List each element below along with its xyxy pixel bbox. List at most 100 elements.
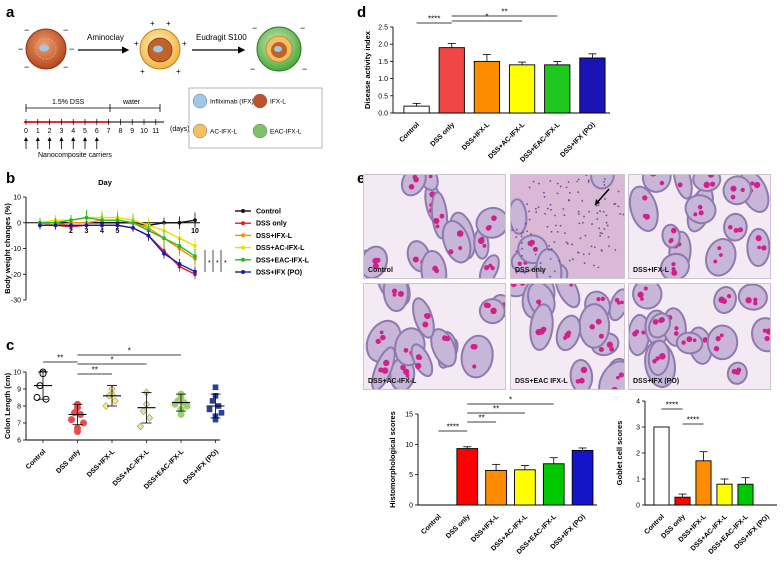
c-point bbox=[139, 407, 148, 415]
b-point-5 bbox=[177, 262, 182, 266]
b-point-5 bbox=[193, 269, 197, 274]
crypt bbox=[722, 175, 752, 206]
inflammatory-cell bbox=[541, 270, 544, 273]
y-tick-label: -10 bbox=[11, 246, 21, 253]
c-category-label: DSS+AC-IFX-L bbox=[112, 448, 152, 488]
svg-text:−: − bbox=[63, 25, 68, 35]
goblet-cell bbox=[611, 386, 618, 389]
goblet-cell bbox=[750, 181, 755, 186]
crypt bbox=[412, 297, 435, 339]
panel-letter-a: a bbox=[6, 4, 15, 21]
goblet-cell bbox=[609, 346, 615, 352]
inflammatory-cell bbox=[564, 232, 566, 235]
inflammatory-cell bbox=[565, 186, 568, 189]
b-legend-marker-1 bbox=[241, 221, 245, 226]
b-legend-label-4: DSS+EAC-IFX-L bbox=[256, 257, 310, 264]
schematic-panel: − − − − − − Aminoclay + + + + + + Eudragit S10… bbox=[18, 19, 323, 159]
inflammatory-cell bbox=[549, 180, 552, 182]
y-tick-label: 0 bbox=[636, 503, 640, 510]
e2-bar-1 bbox=[674, 496, 691, 506]
e1-significance-label: * bbox=[509, 396, 512, 405]
crypt bbox=[478, 254, 500, 278]
e1-bar-2 bbox=[485, 469, 507, 506]
goblet-cell bbox=[491, 215, 497, 221]
goblet-cell bbox=[640, 297, 644, 301]
svg-text:+: + bbox=[176, 67, 181, 76]
e2-bar-4 bbox=[737, 483, 754, 506]
svg-text:−: − bbox=[18, 44, 23, 54]
b-point-5 bbox=[69, 223, 73, 228]
inflammatory-cell bbox=[544, 212, 547, 215]
b-point-4 bbox=[115, 218, 120, 223]
goblet-cell bbox=[403, 368, 410, 375]
timeline-day-label: 7 bbox=[107, 128, 111, 135]
goblet-cell bbox=[596, 297, 601, 302]
e2-category-label: DSS+AC-IFX-L bbox=[690, 513, 730, 553]
crypt bbox=[590, 175, 615, 190]
crypt bbox=[460, 334, 494, 379]
goblet-cell bbox=[736, 367, 742, 373]
inflammatory-cell bbox=[523, 271, 526, 274]
goblet-cell bbox=[487, 224, 492, 229]
goblet-cell bbox=[595, 318, 602, 325]
goblet-cell bbox=[658, 317, 664, 324]
b-significance-label: * bbox=[224, 260, 227, 267]
inflammatory-cell bbox=[604, 198, 606, 200]
svg-text:+: + bbox=[134, 39, 139, 48]
crypt bbox=[629, 185, 659, 232]
inflammatory-cell bbox=[577, 210, 580, 213]
inflammatory-cell bbox=[585, 175, 588, 177]
b-legend-label-2: DSS+IFX-L bbox=[256, 233, 293, 240]
inflammatory-cell bbox=[537, 182, 540, 185]
goblet-cell bbox=[730, 185, 737, 192]
goblet-cell bbox=[477, 237, 485, 245]
goblet-cell bbox=[620, 300, 624, 305]
inflammatory-cell bbox=[515, 228, 518, 231]
y-tick-label: 10 bbox=[13, 370, 21, 377]
inflammatory-cell bbox=[556, 230, 559, 233]
goblet-cell bbox=[753, 181, 761, 189]
inflammatory-cell bbox=[600, 249, 603, 252]
goblet-cell bbox=[439, 213, 445, 219]
goblet-cell bbox=[383, 359, 390, 367]
c-point bbox=[68, 416, 75, 424]
c-category-label: DSS+IFX-L bbox=[86, 448, 117, 479]
e1-bar-3 bbox=[514, 469, 536, 506]
crypt bbox=[705, 237, 737, 277]
inflammatory-cell bbox=[581, 199, 584, 202]
goblet-cell bbox=[375, 257, 381, 263]
histology-texture bbox=[629, 175, 770, 278]
y-tick-label: 0.0 bbox=[378, 111, 388, 118]
inflammatory-cell bbox=[553, 241, 556, 244]
inflammatory-cell bbox=[515, 271, 518, 274]
goblet-cell bbox=[670, 227, 677, 234]
legend-label-0: Infliximab (IFX) bbox=[210, 99, 254, 106]
b-x-tick-label: 3 bbox=[85, 228, 89, 235]
inflammatory-cell bbox=[571, 243, 574, 246]
e1-bar-1 bbox=[456, 448, 479, 506]
timeline-dss-label: 1.5% DSS bbox=[52, 99, 85, 106]
b-point-4 bbox=[100, 218, 104, 223]
histology-image-3: DSS+AC-IFX-L bbox=[363, 283, 506, 390]
liposome-ifx-l-illustration: − − − − − − bbox=[18, 25, 74, 72]
b-legend-marker-2 bbox=[241, 233, 245, 238]
body-weight-chart: 10 0 -10 -20 -30 Body weight changes (%) Day 2 3… bbox=[3, 178, 310, 305]
c-significance-label: ** bbox=[57, 354, 63, 363]
timeline-day-label: 11 bbox=[152, 128, 159, 135]
inflammatory-cell bbox=[608, 245, 611, 248]
b-point-4 bbox=[162, 236, 166, 241]
d-category-label: Control bbox=[398, 121, 421, 144]
histology-texture bbox=[364, 284, 505, 389]
goblet-cell bbox=[671, 269, 678, 276]
goblet-cell bbox=[448, 249, 454, 255]
goblet-cell bbox=[713, 259, 718, 264]
inflammatory-cell bbox=[587, 179, 590, 182]
inflammatory-cell bbox=[622, 213, 624, 216]
timeline-day-label: 6 bbox=[95, 128, 99, 135]
inflammatory-cell bbox=[566, 242, 569, 245]
goblet-cell bbox=[719, 333, 724, 338]
d-significance-label: **** bbox=[428, 15, 440, 24]
crypt bbox=[659, 252, 690, 278]
goblet-cell bbox=[697, 204, 703, 210]
